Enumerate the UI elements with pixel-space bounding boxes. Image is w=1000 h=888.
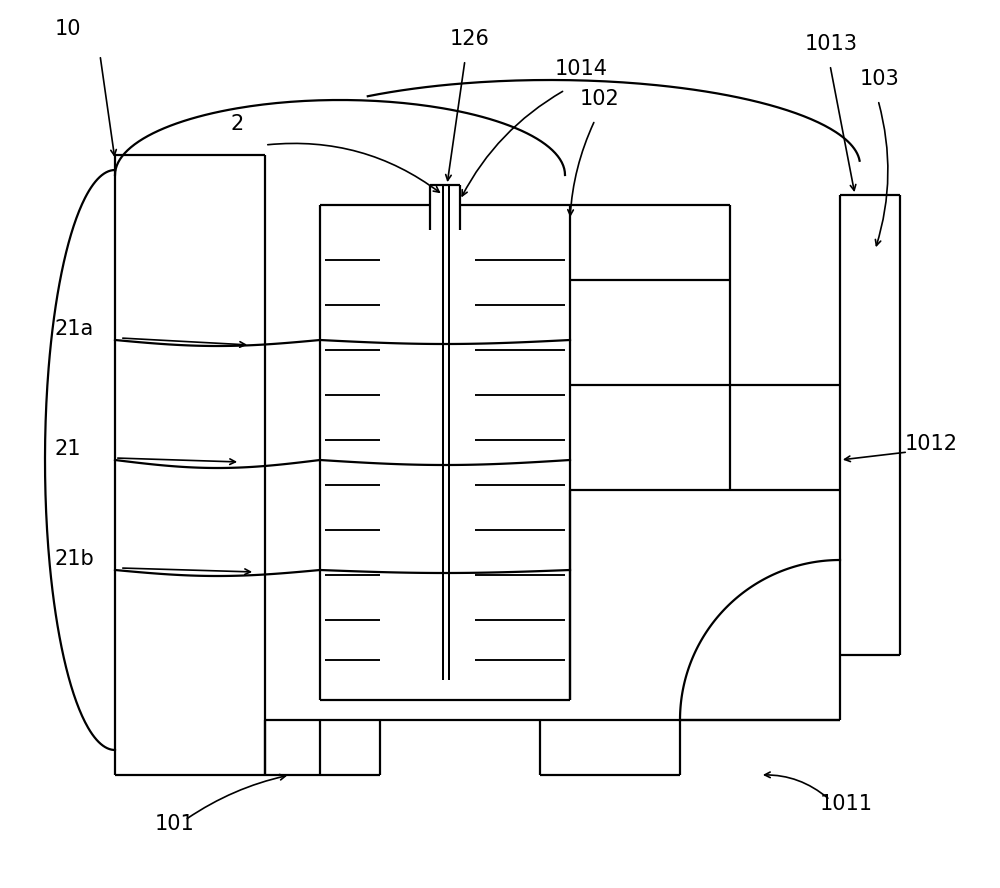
- Text: 126: 126: [450, 29, 490, 49]
- Text: 2: 2: [230, 114, 243, 134]
- Text: 10: 10: [55, 19, 82, 39]
- Text: 21a: 21a: [55, 319, 94, 339]
- Text: 1013: 1013: [805, 34, 858, 54]
- Text: 102: 102: [580, 89, 620, 109]
- Text: 21: 21: [55, 439, 82, 459]
- Text: 1012: 1012: [905, 434, 958, 454]
- Text: 1014: 1014: [555, 59, 608, 79]
- Text: 1011: 1011: [820, 794, 873, 814]
- Text: 101: 101: [155, 814, 195, 834]
- Text: 103: 103: [860, 69, 900, 89]
- Text: 21b: 21b: [55, 549, 95, 569]
